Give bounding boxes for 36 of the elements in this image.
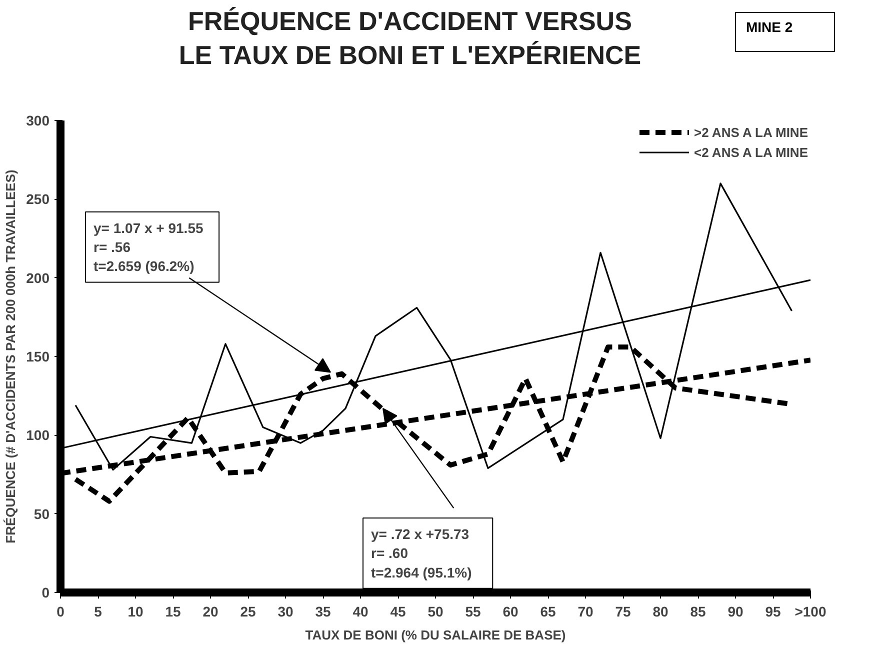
legend-label: >2 ANS A LA MINE — [694, 124, 808, 140]
y-tick-label: 200 — [26, 270, 50, 286]
x-tick-label: 45 — [390, 604, 406, 620]
x-tick-label: 75 — [615, 604, 631, 620]
x-tick-label: 50 — [428, 604, 444, 620]
x-tick-label: 10 — [128, 604, 144, 620]
chart-title: FRÉQUENCE D'ACCIDENT VERSUS LE TAUX DE BONI ET L'EXPÉRIENCE — [178, 5, 642, 72]
x-tick-label: 85 — [690, 604, 706, 620]
y-tick-label: 0 — [42, 584, 50, 600]
x-tick-label: 0 — [56, 604, 65, 620]
y-axis-title: FRÉQUENCE (# D'ACCIDENTS PAR 200 000h TRAVAILLEES) — [3, 170, 18, 544]
x-tick-label: 90 — [728, 604, 744, 620]
x-tick-label: 70 — [578, 604, 594, 620]
x-tick-label: 30 — [278, 604, 294, 620]
x-tick-label: 25 — [240, 604, 256, 620]
text: MINE 2 — [746, 18, 793, 37]
y-tick-label: 50 — [34, 506, 50, 522]
annotation: y= 1.07 x + 91.55 r= .56 t=2.659 (96.2%) — [94, 220, 204, 274]
y-tick-label: 250 — [26, 191, 50, 208]
x-axis-title: TAUX DE BONI (% DU SALAIRE DE BASE) — [305, 628, 566, 642]
x-tick-label: 40 — [352, 604, 368, 620]
y-tick-label: 300 — [26, 112, 50, 128]
y-tick-label: 150 — [26, 348, 50, 364]
x-tick-label: 15 — [165, 604, 181, 620]
x-tick-label: >100 — [794, 604, 826, 620]
x-tick-label: 35 — [315, 604, 331, 620]
y-tick-label: 100 — [26, 427, 50, 444]
x-tick-label: 5 — [94, 604, 102, 620]
x-tick-label: 55 — [465, 604, 481, 620]
x-tick-label: 95 — [765, 604, 781, 620]
legend-label: <2 ANS A LA MINE — [694, 144, 808, 160]
x-tick-label: 80 — [652, 604, 668, 620]
x-tick-label: 60 — [502, 604, 518, 620]
x-tick-label: 65 — [540, 604, 556, 620]
annotation: y= .72 x +75.73 r= .60 t=2.964 (95.1%) — [371, 526, 472, 580]
x-tick-label: 20 — [202, 604, 218, 620]
